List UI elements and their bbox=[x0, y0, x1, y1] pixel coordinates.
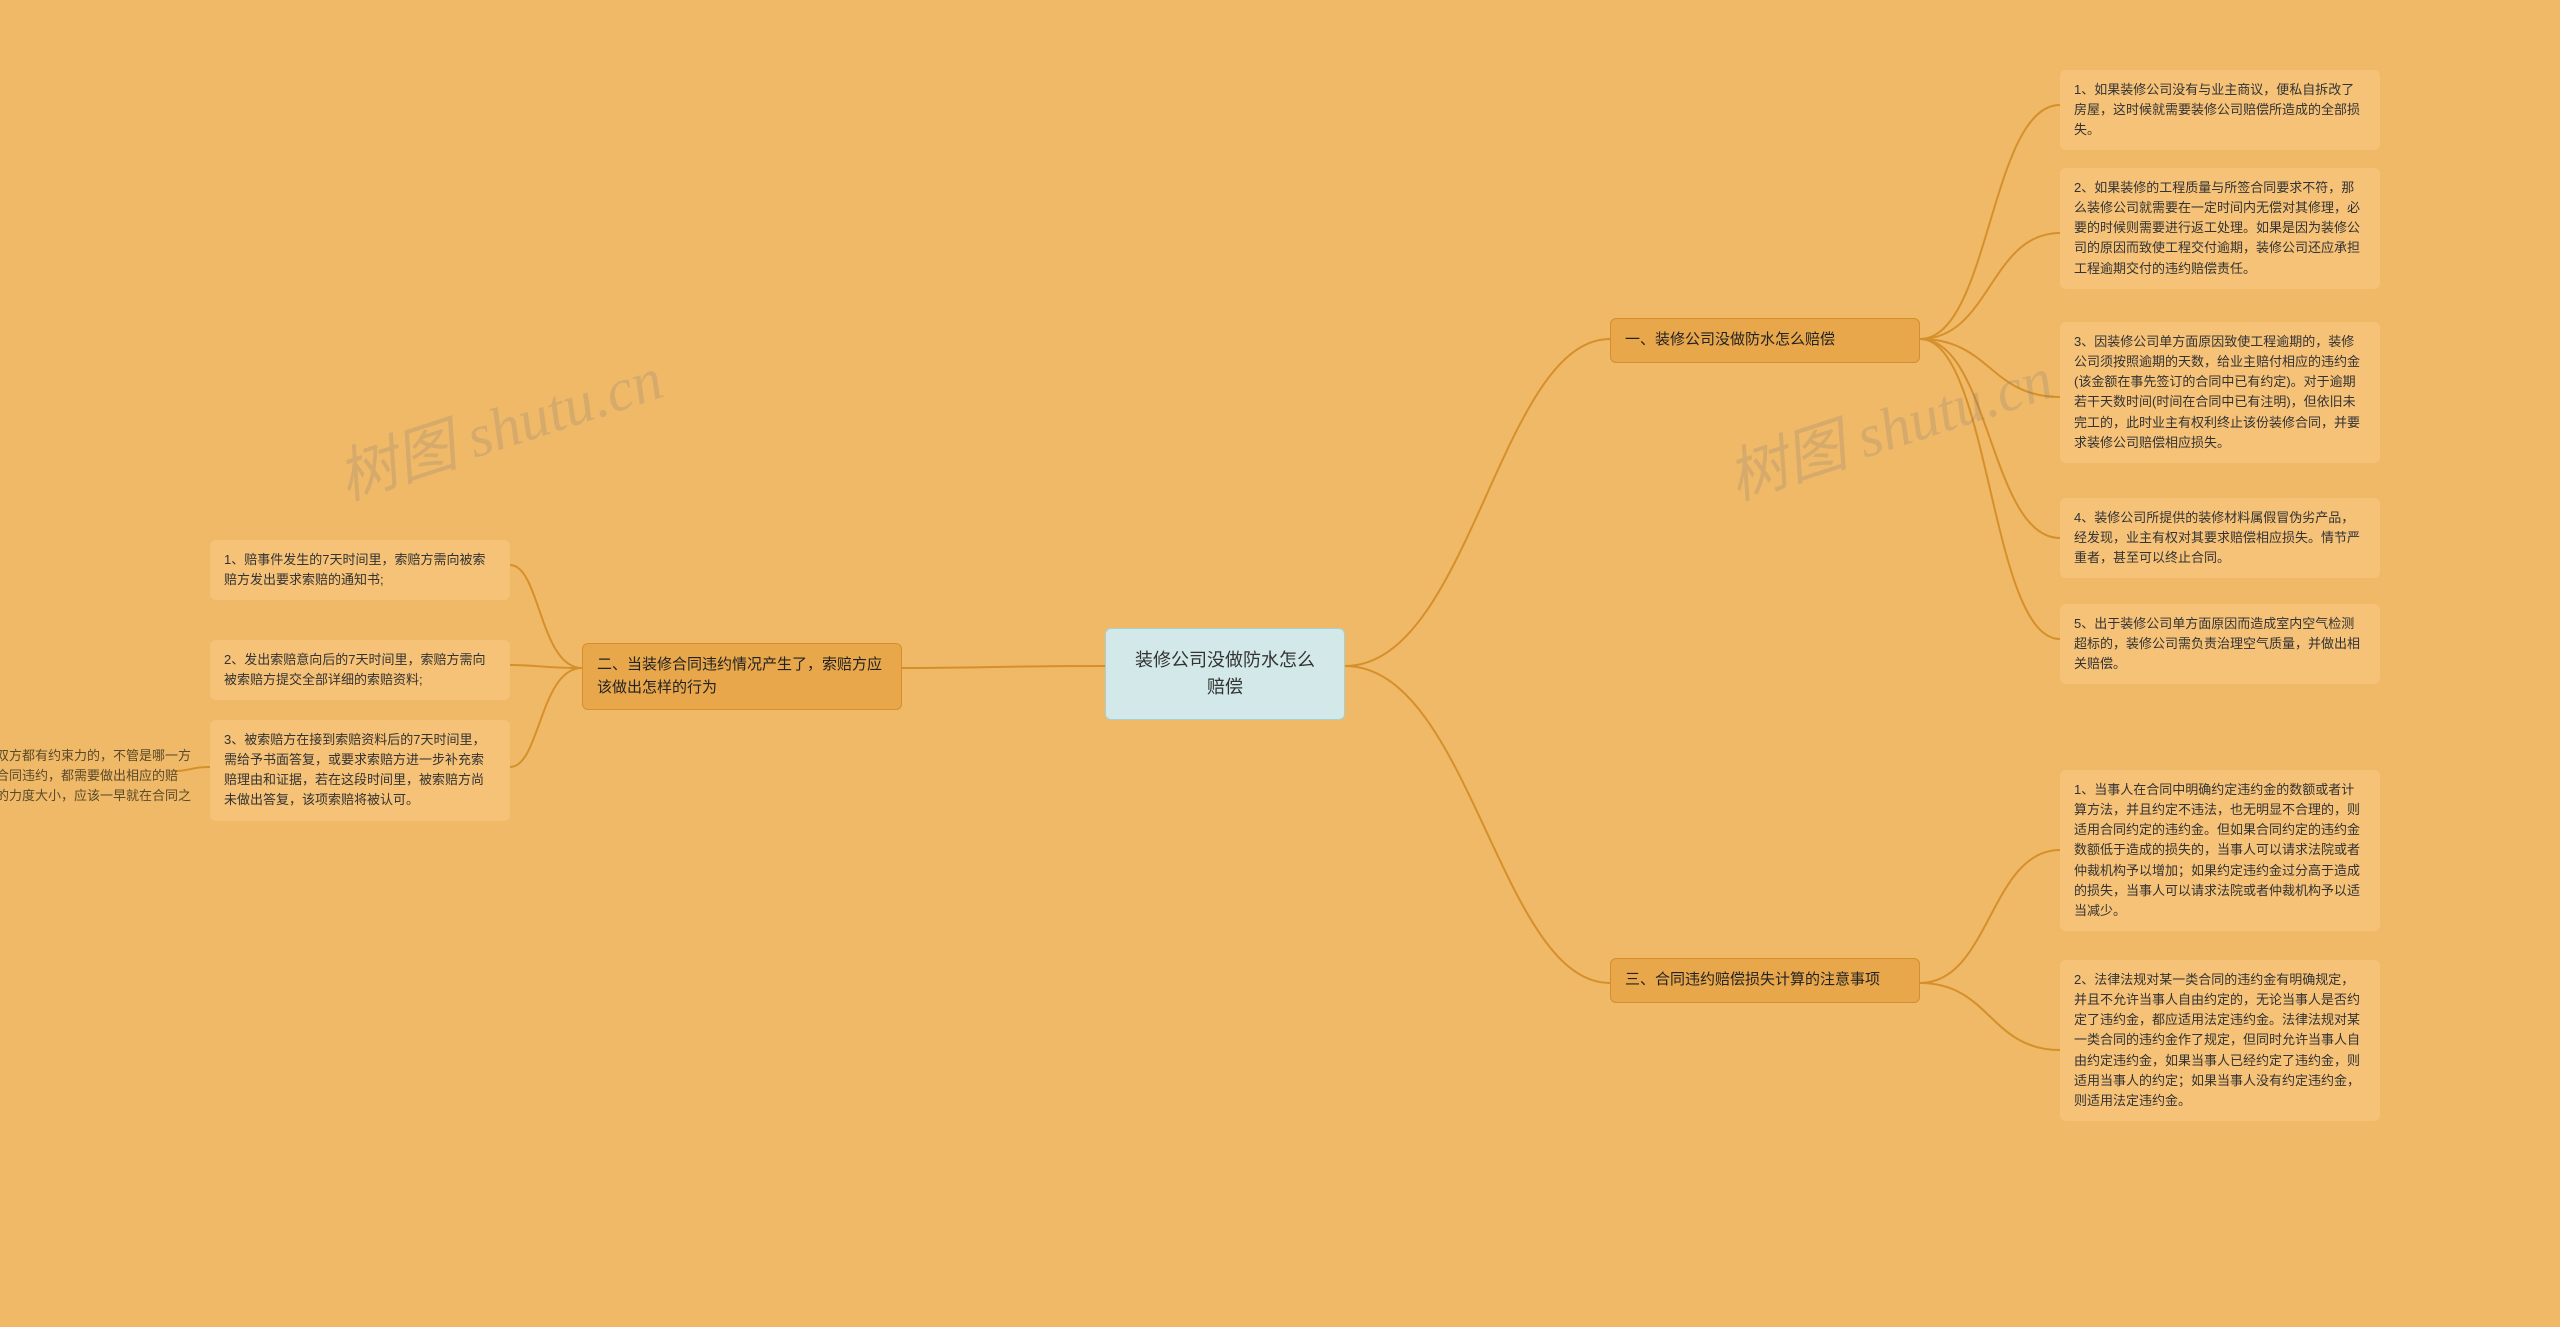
root-node[interactable]: 装修公司没做防水怎么赔偿 bbox=[1105, 628, 1345, 720]
leaf-b2-1[interactable]: 1、赔事件发生的7天时间里，索赔方需向被索赔方发出要求索赔的通知书; bbox=[210, 540, 510, 600]
watermark-1: 树图 shutu.cn bbox=[325, 330, 672, 517]
leaf-b1-5[interactable]: 5、出于装修公司单方面原因而造成室内空气检测超标的，装修公司需负责治理空气质量，… bbox=[2060, 604, 2380, 684]
leaf-b2-3[interactable]: 3、被索赔方在接到索赔资料后的7天时间里，需给予书面答复，或要求索赔方进一步补充… bbox=[210, 720, 510, 821]
leaf-b1-2[interactable]: 2、如果装修的工程质量与所签合同要求不符，那么装修公司就需要在一定时间内无偿对其… bbox=[2060, 168, 2380, 289]
leaf-b3-2[interactable]: 2、法律法规对某一类合同的违约金有明确规定，并且不允许当事人自由约定的，无论当事… bbox=[2060, 960, 2380, 1121]
leaf-b2-2[interactable]: 2、发出索赔意向后的7天时间里，索赔方需向被索赔方提交全部详细的索赔资料; bbox=[210, 640, 510, 700]
branch-3[interactable]: 三、合同违约赔偿损失计算的注意事项 bbox=[1610, 958, 1920, 1003]
leaf-b1-1[interactable]: 1、如果装修公司没有与业主商议，便私自拆改了房屋，这时候就需要装修公司赔偿所造成… bbox=[2060, 70, 2380, 150]
leaf-b1-4[interactable]: 4、装修公司所提供的装修材料属假冒伪劣产品，经发现，业主有权对其要求赔偿相应损失… bbox=[2060, 498, 2380, 578]
branch-1[interactable]: 一、装修公司没做防水怎么赔偿 bbox=[1610, 318, 1920, 363]
leaf-b3-1[interactable]: 1、当事人在合同中明确约定违约金的数额或者计算方法，并且约定不违法，也无明显不合… bbox=[2060, 770, 2380, 931]
branch-2[interactable]: 二、当装修合同违约情况产生了，索赔方应该做出怎样的行为 bbox=[582, 643, 902, 710]
detail-b2: 合同是对双方都有约束力的，不管是哪一方造成装修合同违约，都需要做出相应的赔偿。赔… bbox=[0, 736, 210, 837]
leaf-b1-3[interactable]: 3、因装修公司单方面原因致使工程逾期的，装修公司须按照逾期的天数，给业主赔付相应… bbox=[2060, 322, 2380, 463]
